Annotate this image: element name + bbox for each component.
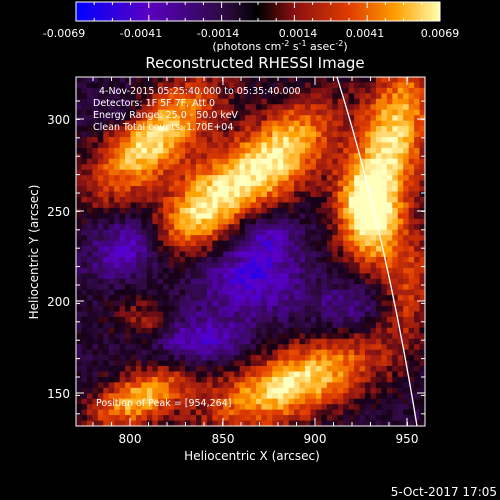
x-tick-label: 900	[304, 432, 327, 446]
rhessi-image	[76, 77, 425, 426]
x-tick-label: 800	[119, 432, 142, 446]
y-tick-label: 300	[47, 113, 70, 127]
energy-range: Energy Range: 25.0 - 50.0 keV	[93, 110, 238, 121]
colorbar-tick-label: 0.0069	[421, 27, 460, 40]
y-axis-label: Heliocentric Y (arcsec)	[27, 185, 41, 320]
colorbar-tick-label: 0.0014	[279, 27, 318, 40]
colorbar-units: (photons cm-2 s-1 asec-2)	[212, 39, 347, 53]
y-tick-label: 200	[47, 295, 70, 309]
peak-position: Position of Peak = [954,264]	[96, 398, 231, 409]
x-axis-label: Heliocentric X (arcsec)	[184, 449, 320, 463]
y-tick-label: 150	[47, 387, 70, 401]
x-tick-label: 950	[396, 432, 419, 446]
detectors: Detectors: 1F 5F 7F, Att 0	[93, 98, 215, 109]
y-tick-label: 250	[47, 205, 70, 219]
colorbar: -0.0069 -0.0041 -0.0014 0.0014 0.0041 0.…	[43, 1, 460, 53]
time-range: 4-Nov-2015 05:25:40.000 to 05:35:40.000	[99, 86, 301, 97]
colorbar-tick-label: -0.0041	[120, 27, 162, 40]
creation-date: 5-Oct-2017 17:05	[391, 485, 497, 499]
method-counts: Clean Total counts: 1.70E+04	[93, 122, 233, 133]
colorbar-tick-label: 0.0041	[346, 27, 385, 40]
colorbar-ticks	[75, 2, 441, 21]
solar-limb	[336, 77, 418, 426]
plot-title: Reconstructed RHESSI Image	[145, 54, 364, 72]
axis-ticks	[76, 77, 425, 426]
x-tick-label: 850	[212, 432, 235, 446]
colorbar-tick-label: -0.0014	[197, 27, 239, 40]
colorbar-tick-label: -0.0069	[43, 27, 85, 40]
image-annotations: 4-Nov-2015 05:25:40.000 to 05:35:40.000 …	[93, 86, 301, 409]
plot-frame	[75, 76, 426, 427]
